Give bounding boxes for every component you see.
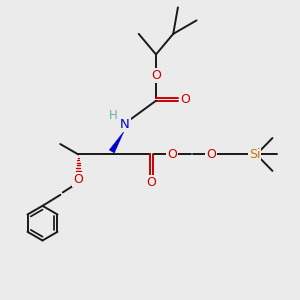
Text: O: O [147,176,156,189]
Text: Si: Si [249,148,260,161]
Text: N: N [120,118,130,131]
Text: H: H [109,109,118,122]
Text: O: O [206,148,216,161]
Text: O: O [151,69,161,82]
Text: O: O [180,93,190,106]
Polygon shape [109,131,124,153]
Text: O: O [73,173,83,186]
Text: O: O [167,148,177,161]
